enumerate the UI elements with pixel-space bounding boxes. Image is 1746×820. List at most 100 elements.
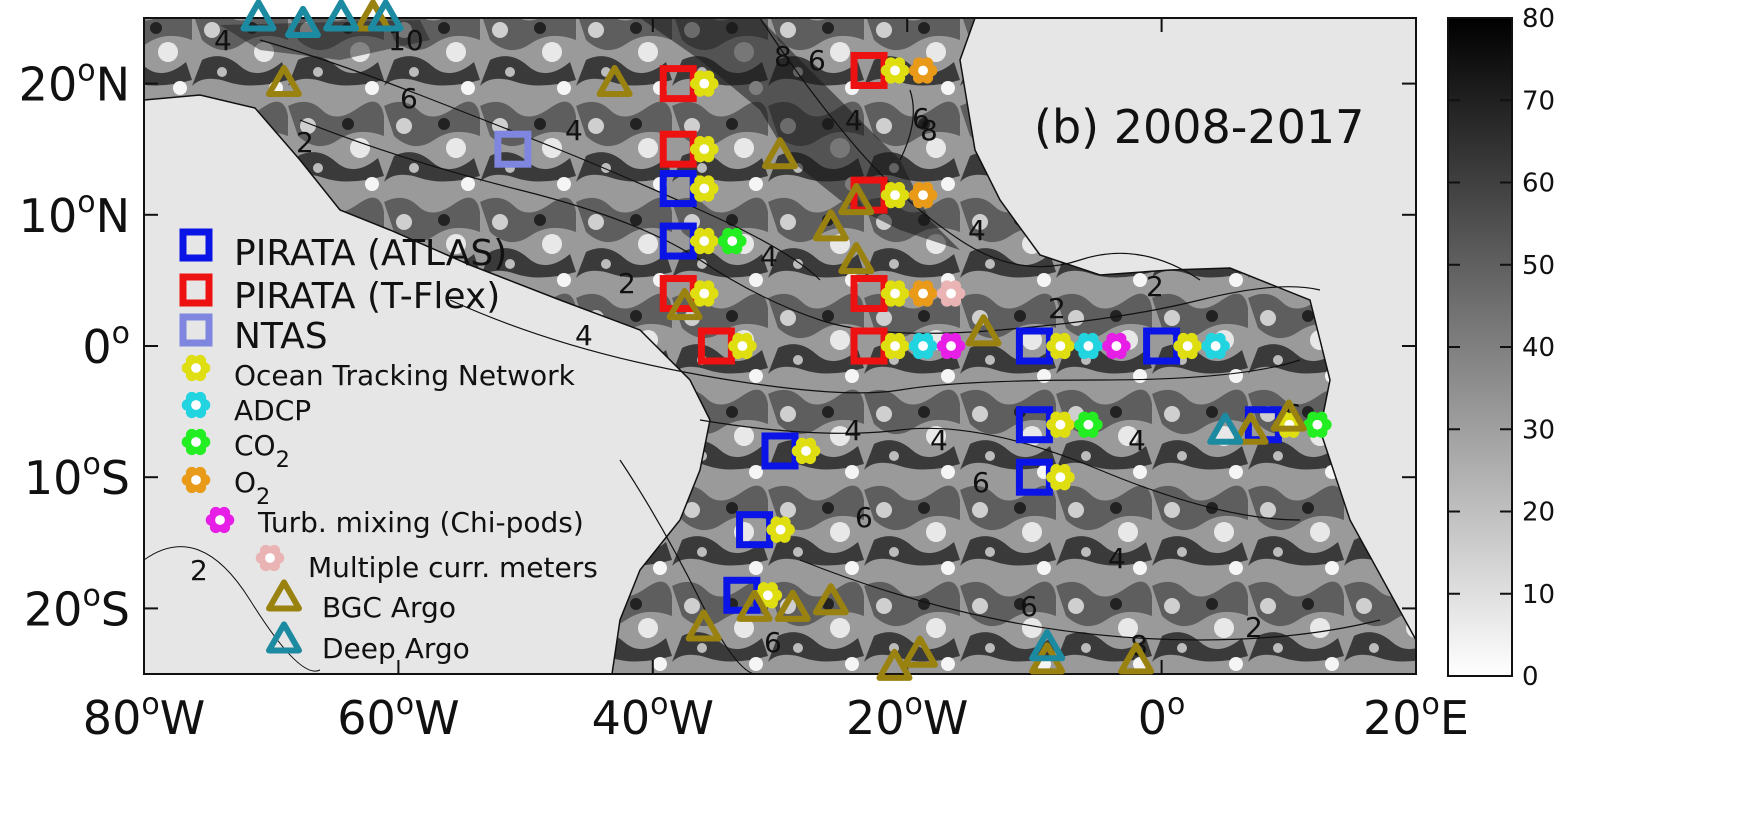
bgc-argo-marker: [838, 242, 875, 275]
bgc-argo-marker: [685, 609, 722, 642]
x-tick-label: 40oW: [592, 687, 714, 745]
deep-argo-marker: [1207, 412, 1244, 445]
contour-label: 2: [190, 554, 208, 587]
sensor-marker: [908, 332, 938, 360]
bgc-argo-marker: [666, 287, 703, 321]
sensor-marker: [1102, 332, 1131, 360]
bgc-argo-marker: [838, 183, 875, 216]
contour-label: 6: [972, 466, 990, 499]
sensor-marker: [1074, 411, 1103, 438]
sensor-marker: [880, 332, 910, 360]
legend-label: CO2: [234, 429, 290, 473]
legend-flower-icon: [255, 544, 285, 572]
sensor-marker: [880, 57, 910, 84]
sensor-marker: [689, 175, 719, 202]
panel-title: (b) 2008-2017: [1034, 100, 1364, 154]
y-tick-label: 0o: [82, 316, 130, 374]
legend-label: Turb. mixing (Chi-pods): [257, 506, 584, 539]
sensor-marker: [728, 332, 757, 360]
contour-label: 6: [912, 102, 930, 135]
high-variability-region: [640, 18, 960, 250]
legend-item: NTAS: [179, 313, 328, 357]
legend-label: ADCP: [234, 394, 311, 427]
sensor-marker: [880, 181, 910, 209]
deep-argo-marker: [240, 0, 277, 32]
bgc-argo-marker: [265, 64, 302, 98]
sensor-marker: [791, 437, 821, 465]
contour-label: 8: [774, 40, 792, 73]
legend-label: PIRATA (ATLAS): [234, 233, 507, 274]
sensor-marker: [908, 57, 938, 84]
contour-label: 8: [920, 114, 938, 147]
contour-label: 2: [1048, 292, 1066, 325]
sensor-marker: [908, 280, 938, 307]
contour-label: 4: [760, 240, 778, 273]
x-tick-label: 0o: [1138, 687, 1186, 745]
contour-label: 4: [930, 424, 948, 457]
legend-label: O2: [234, 466, 270, 510]
contour-label: 4: [565, 114, 583, 147]
legend-triangle-icon: [266, 579, 302, 612]
deep-argo-marker: [285, 5, 321, 38]
y-tick-label: 10oN: [19, 185, 130, 243]
legend-square-icon: [179, 228, 213, 262]
legend-label: Ocean Tracking Network: [234, 359, 576, 392]
deep-argo-marker: [367, 0, 404, 32]
legend-item: O2: [181, 466, 270, 510]
sensor-marker: [1173, 332, 1202, 360]
legend-item: CO2: [181, 428, 290, 473]
legend-flower-icon: [181, 428, 211, 456]
legend-item: BGC Argo: [266, 579, 456, 624]
colorbar-tick-label: 80: [1522, 4, 1555, 34]
legend-label: Deep Argo: [322, 632, 470, 665]
contour-label: 2: [296, 126, 314, 159]
x-axis-labels: 80oW 60oW 40oW 20oW 0o 20oE: [83, 687, 1469, 745]
contour-label: 2: [618, 267, 636, 300]
colorbar-tick-label: 60: [1522, 169, 1555, 199]
sensor-marker: [908, 181, 938, 209]
y-tick-label: 20oN: [19, 54, 130, 112]
contour-label: 4: [968, 214, 986, 247]
y-tick-label: 10oS: [24, 447, 130, 505]
colorbar-tick-label: 10: [1522, 580, 1555, 610]
bgc-argo-marker: [812, 209, 849, 242]
legend-flower-icon: [205, 506, 235, 534]
x-tick-label: 20oW: [846, 687, 968, 745]
contour-label: 4: [214, 24, 232, 57]
contour-label: 2: [1146, 270, 1164, 303]
bgc-argo-marker: [1232, 412, 1269, 445]
sensor-marker: [1046, 411, 1075, 438]
x-tick-label: 60oW: [337, 687, 459, 745]
contour-label: 4: [575, 319, 593, 352]
sensor-marker: [689, 136, 719, 163]
contour-label: 6: [808, 44, 826, 77]
contour-label: 2: [1245, 611, 1263, 644]
sensor-marker: [766, 516, 795, 543]
legend-flower-icon: [181, 466, 211, 494]
colorbar-ticks: 80 70 60 50 40 30 20 10 0: [1448, 4, 1555, 692]
colorbar-tick-label: 30: [1522, 415, 1555, 445]
legend-flower-icon: [181, 391, 211, 419]
contour-label: 4: [1128, 424, 1146, 457]
observing-sites: [240, 0, 1332, 681]
bgc-argo-marker: [736, 589, 773, 622]
x-tick-label: 80oW: [83, 687, 205, 745]
legend-triangle-icon: [266, 621, 302, 654]
contour-labels: 22222244444444446666666688810: [190, 24, 1302, 662]
contour-label: 6: [400, 82, 418, 115]
colorbar-tick-label: 40: [1522, 333, 1555, 363]
sensor-marker: [936, 280, 966, 307]
bgc-argo-marker: [1118, 642, 1155, 675]
contour-label: 6: [1020, 590, 1038, 623]
bgc-argo-marker: [762, 137, 798, 170]
sensor-marker: [880, 280, 910, 307]
legend-label: Multiple curr. meters: [308, 551, 598, 584]
colorbar-tick-label: 50: [1522, 251, 1555, 281]
deep-argo-marker: [323, 0, 360, 32]
legend-item: Ocean Tracking Network: [181, 354, 576, 392]
legend-item: Multiple curr. meters: [255, 544, 598, 584]
legend-item: ADCP: [181, 391, 311, 427]
legend-item: Turb. mixing (Chi-pods): [205, 506, 584, 539]
colorbar-tick-label: 0: [1522, 662, 1539, 692]
